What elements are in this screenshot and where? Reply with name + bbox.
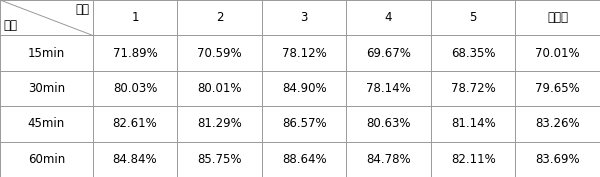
Text: 86.57%: 86.57% — [282, 117, 326, 130]
Text: 3: 3 — [301, 11, 308, 24]
Text: 84.90%: 84.90% — [282, 82, 326, 95]
Text: 平均値: 平均値 — [547, 11, 568, 24]
Text: 68.35%: 68.35% — [451, 47, 496, 60]
Text: 时间: 时间 — [3, 19, 17, 32]
Text: 60min: 60min — [28, 153, 65, 166]
Text: 组号: 组号 — [76, 3, 89, 16]
Text: 15min: 15min — [28, 47, 65, 60]
Text: 85.75%: 85.75% — [197, 153, 242, 166]
Text: 84.84%: 84.84% — [113, 153, 157, 166]
Text: 5: 5 — [469, 11, 477, 24]
Text: 83.69%: 83.69% — [535, 153, 580, 166]
Text: 82.11%: 82.11% — [451, 153, 496, 166]
Text: 83.26%: 83.26% — [535, 117, 580, 130]
Text: 70.01%: 70.01% — [535, 47, 580, 60]
Text: 79.65%: 79.65% — [535, 82, 580, 95]
Text: 45min: 45min — [28, 117, 65, 130]
Text: 1: 1 — [131, 11, 139, 24]
Text: 78.12%: 78.12% — [281, 47, 326, 60]
Text: 69.67%: 69.67% — [366, 47, 411, 60]
Text: 70.59%: 70.59% — [197, 47, 242, 60]
Text: 30min: 30min — [28, 82, 65, 95]
Text: 78.72%: 78.72% — [451, 82, 496, 95]
Text: 80.01%: 80.01% — [197, 82, 242, 95]
Text: 2: 2 — [216, 11, 223, 24]
Text: 88.64%: 88.64% — [282, 153, 326, 166]
Text: 81.14%: 81.14% — [451, 117, 496, 130]
Text: 80.03%: 80.03% — [113, 82, 157, 95]
Text: 82.61%: 82.61% — [113, 117, 157, 130]
Text: 78.14%: 78.14% — [366, 82, 411, 95]
Text: 80.63%: 80.63% — [367, 117, 411, 130]
Text: 84.78%: 84.78% — [367, 153, 411, 166]
Text: 71.89%: 71.89% — [113, 47, 157, 60]
Text: 4: 4 — [385, 11, 392, 24]
Text: 81.29%: 81.29% — [197, 117, 242, 130]
